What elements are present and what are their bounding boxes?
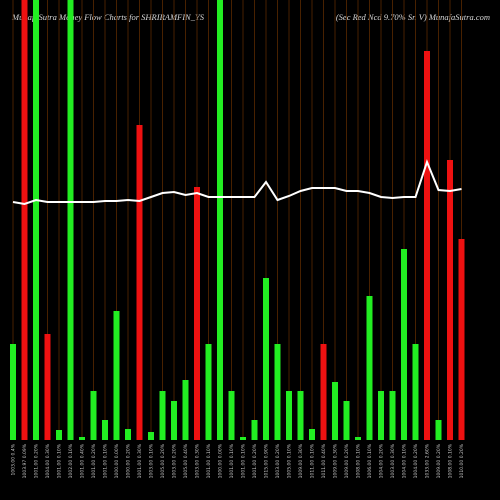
- bar: [401, 249, 407, 440]
- x-tick-label: 1005.00 0.20%: [160, 443, 166, 478]
- x-tick-label: 1001.00 0.10%: [57, 443, 63, 478]
- bar: [366, 296, 373, 440]
- x-tick-label: 1001.00 0.20%: [34, 443, 40, 478]
- x-tick-label: 1008.00 0.10%: [356, 443, 362, 478]
- bar: [79, 437, 85, 440]
- x-tick-label: 1004.00 0.20%: [379, 443, 385, 478]
- x-tick-label: 1001.00 0.20%: [252, 443, 258, 478]
- chart-title: MunafaSutra Money Flow Charts for SHRIRA…: [11, 12, 205, 22]
- x-tick-label: 1002.00 0.10%: [68, 443, 74, 478]
- bar: [67, 0, 74, 440]
- x-tick-label: 1003.00 0.4%: [11, 443, 17, 475]
- bar: [56, 430, 62, 440]
- bar: [194, 187, 200, 440]
- bar: [217, 0, 223, 440]
- x-tick-label: 1004.00 0.20%: [413, 443, 419, 478]
- bar: [159, 391, 166, 440]
- bar: [458, 239, 465, 440]
- x-tick-label: 1001.00 0.40%: [80, 443, 86, 478]
- bar: [435, 420, 442, 440]
- x-tick-label: 1003.00 0.20%: [275, 443, 281, 478]
- bar: [343, 401, 350, 440]
- chart-subtitle: (Sec Red Ncd 9.70% Sr. V) MunafaSutra.co…: [336, 12, 490, 22]
- bar: [240, 437, 246, 440]
- x-tick-label: 1003.00 0.30%: [195, 443, 201, 478]
- bar: [90, 391, 97, 440]
- x-tick-label: 1003.00 0.30%: [390, 443, 396, 478]
- x-tick-label: 1001.00 0.10%: [229, 443, 235, 478]
- bar: [21, 0, 28, 440]
- x-labels: 1003.00 0.4% 1003.97 0.09% 1001.00 0.20% 10…: [11, 443, 466, 478]
- x-tick-label: 1011.00 0.10%: [310, 443, 316, 478]
- line-layer: [12, 159, 462, 206]
- bar: [274, 344, 281, 440]
- x-tick-label: 1000.00 0.00%: [114, 443, 120, 478]
- x-tick-label: 1000.00 0.00%: [218, 443, 224, 478]
- x-tick-label: 1009.00 0.30%: [298, 443, 304, 478]
- x-tick-label: 1015.00 0.90%: [264, 443, 270, 478]
- bar: [320, 344, 327, 440]
- bar: [205, 344, 212, 440]
- bar: [263, 278, 269, 440]
- x-tick-label: 1003.97 0.09%: [22, 443, 28, 478]
- bars: [10, 0, 465, 440]
- x-tick-label: 1001.00 0.20%: [91, 443, 97, 478]
- bar: [424, 51, 430, 440]
- bar: [389, 391, 396, 440]
- bar: [309, 429, 315, 440]
- x-tick-label: 1010.00 0.20%: [459, 443, 465, 478]
- bar: [10, 344, 16, 440]
- bar: [182, 380, 189, 440]
- x-tick-label: 1009.00 0.30%: [333, 443, 339, 478]
- bar: [378, 391, 384, 440]
- x-tick-label: 1008.00 0.10%: [448, 443, 454, 478]
- bar: [44, 334, 51, 440]
- x-tick-label: 1004.00 0.30%: [45, 443, 51, 478]
- bar: [447, 160, 453, 440]
- x-tick-label: 1033.00 2.60%: [425, 443, 431, 478]
- bar: [412, 344, 419, 440]
- x-tick-label: 1001.00 0.30%: [137, 443, 143, 478]
- bar: [332, 382, 338, 440]
- bar: [286, 391, 292, 440]
- x-tick-label: 1001.00 0.10%: [206, 443, 212, 478]
- bar: [355, 437, 361, 440]
- bar: [113, 311, 120, 440]
- x-tick-label: 1001.00 0.10%: [103, 443, 109, 478]
- bar: [228, 391, 235, 440]
- x-tick-label: 1009.00 0.20%: [436, 443, 442, 478]
- x-tick-label: 1009.00 0.20%: [344, 443, 350, 478]
- bar: [251, 420, 258, 440]
- x-tick-label: 1001.00 0.10%: [241, 443, 247, 478]
- x-tick-label: 1000.00 0.20%: [126, 443, 132, 478]
- bar: [297, 391, 304, 440]
- bar: [136, 125, 143, 440]
- x-tick-label: 1003.00 0.10%: [149, 443, 155, 478]
- x-tick-label: 1005.00 0.40%: [183, 443, 189, 478]
- x-tick-label: 1003.00 0.20%: [172, 443, 178, 478]
- bar: [171, 401, 177, 440]
- money-flow-line: [12, 159, 462, 206]
- x-tick-label: 1005.00 0.10%: [287, 443, 293, 478]
- x-tick-label: 1004.00 0.10%: [402, 443, 408, 478]
- bar: [148, 432, 154, 440]
- bar: [102, 420, 108, 440]
- bar: [125, 429, 131, 440]
- bar: [33, 0, 39, 440]
- x-tick-label: 1006.00 0.10%: [367, 443, 373, 478]
- x-tick-label: 1011.00 0.40%: [321, 443, 327, 478]
